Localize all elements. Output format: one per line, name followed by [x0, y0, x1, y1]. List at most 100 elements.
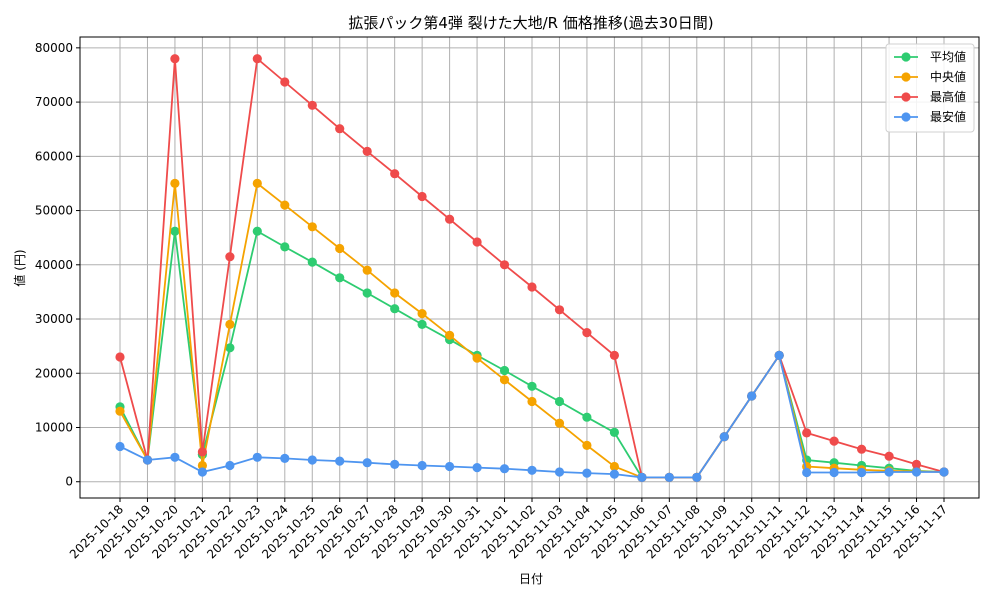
- data-point: [472, 237, 482, 247]
- y-tick-label: 40000: [35, 258, 73, 272]
- data-point: [197, 447, 207, 457]
- axis-ticks: 2025-10-182025-10-192025-10-202025-10-21…: [35, 41, 950, 562]
- legend-swatch-marker: [901, 92, 911, 102]
- y-tick-label: 70000: [35, 95, 73, 109]
- data-point: [115, 352, 125, 362]
- y-tick-label: 60000: [35, 149, 73, 163]
- data-point: [307, 100, 317, 110]
- data-point: [582, 328, 592, 338]
- data-point: [142, 455, 153, 465]
- data-point: [170, 178, 180, 188]
- y-tick-label: 0: [65, 475, 73, 489]
- data-point: [499, 260, 510, 270]
- data-point: [554, 396, 565, 407]
- data-point: [307, 257, 317, 267]
- data-point: [527, 465, 537, 475]
- data-point: [554, 305, 565, 315]
- data-point: [307, 222, 317, 232]
- y-tick-label: 10000: [35, 420, 73, 434]
- data-point: [527, 282, 537, 292]
- data-point: [637, 472, 647, 482]
- data-point: [719, 432, 729, 442]
- data-point: [445, 461, 455, 472]
- data-point: [335, 456, 345, 466]
- y-tick-label: 30000: [35, 312, 73, 326]
- data-point: [527, 396, 537, 407]
- data-point: [225, 343, 235, 353]
- data-point: [417, 319, 427, 329]
- legend-label: 最安値: [930, 109, 966, 124]
- data-point: [390, 288, 400, 298]
- legend-swatch-marker: [901, 72, 911, 82]
- series-4: [115, 350, 949, 482]
- data-point: [170, 54, 180, 64]
- data-point: [472, 353, 482, 363]
- data-point: [911, 467, 922, 477]
- series-lines: [115, 54, 949, 482]
- data-point: [884, 451, 894, 461]
- data-point: [335, 124, 345, 134]
- data-point: [554, 418, 565, 428]
- data-point: [197, 460, 207, 471]
- data-point: [609, 461, 620, 472]
- data-point: [857, 467, 867, 478]
- data-point: [115, 441, 125, 452]
- data-point: [280, 453, 290, 463]
- data-point: [280, 77, 290, 87]
- data-point: [417, 309, 427, 319]
- data-point: [252, 178, 262, 188]
- data-point: [802, 428, 812, 438]
- y-tick-label: 80000: [35, 41, 73, 55]
- data-point: [911, 459, 922, 469]
- data-point: [939, 467, 949, 477]
- data-point: [115, 406, 125, 416]
- x-axis-label: 日付: [519, 572, 543, 586]
- legend-item: 最高値: [894, 89, 966, 104]
- data-point: [802, 467, 812, 478]
- data-point: [362, 146, 372, 156]
- data-point: [472, 463, 482, 473]
- y-axis-label: 値 (円): [12, 249, 27, 286]
- data-point: [280, 242, 290, 252]
- data-point: [527, 381, 537, 391]
- data-point: [197, 467, 207, 477]
- legend-item: 平均値: [894, 49, 966, 64]
- data-point: [417, 460, 427, 471]
- series-3: [115, 54, 949, 482]
- data-point: [747, 391, 757, 401]
- data-point: [829, 436, 839, 446]
- legend-swatch-marker: [901, 112, 911, 122]
- legend-label: 平均値: [930, 49, 966, 64]
- data-point: [582, 468, 592, 478]
- y-tick-label: 50000: [35, 204, 73, 218]
- data-point: [664, 472, 674, 482]
- y-tick-label: 20000: [35, 366, 73, 380]
- data-point: [554, 467, 565, 477]
- data-point: [225, 319, 235, 329]
- data-point: [609, 469, 620, 479]
- legend-item: 最安値: [894, 109, 966, 124]
- plot-area-frame: [79, 36, 980, 499]
- data-point: [390, 304, 400, 314]
- data-point: [445, 330, 455, 340]
- chart-title: 拡張パック第4弾 裂けた大地/R 価格推移(過去30日間): [348, 14, 713, 32]
- data-point: [582, 440, 592, 450]
- data-point: [829, 467, 839, 478]
- legend-swatch-marker: [901, 52, 911, 62]
- data-point: [307, 455, 317, 465]
- legend-box: [885, 43, 975, 133]
- data-point: [170, 452, 180, 462]
- data-point: [170, 226, 180, 236]
- data-point: [609, 427, 620, 437]
- data-point: [445, 214, 455, 224]
- data-point: [252, 226, 262, 236]
- data-point: [499, 375, 510, 385]
- data-point: [884, 467, 894, 477]
- legend-label: 最高値: [930, 89, 966, 104]
- data-point: [857, 444, 867, 454]
- data-point: [390, 169, 400, 179]
- data-point: [225, 252, 235, 262]
- legend-item: 中央値: [894, 69, 966, 84]
